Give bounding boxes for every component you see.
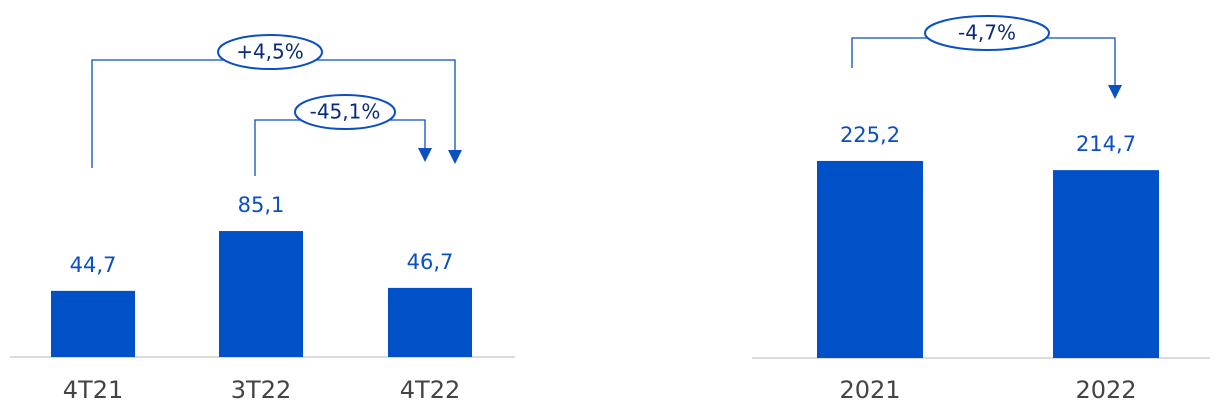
annotation: -4,7%: [958, 21, 1016, 45]
bar: [388, 287, 472, 357]
x-tick-label: 2021: [839, 376, 900, 404]
arrow: [1108, 85, 1122, 99]
x-tick-label: 2022: [1075, 376, 1136, 404]
bar: [219, 231, 303, 357]
bracket: [91, 59, 456, 168]
arrow: [448, 150, 462, 164]
annotation-bubble: [924, 15, 1050, 51]
value-label: 214,7: [1076, 132, 1136, 156]
arrow: [418, 148, 432, 162]
bar: [51, 290, 135, 357]
value-label: 44,7: [70, 253, 117, 277]
value-label: 225,2: [840, 123, 900, 147]
value-label: 46,7: [407, 250, 454, 274]
annotation: -45,1%: [310, 100, 381, 124]
x-tick-label: 4T22: [400, 376, 460, 404]
annotation-bubble: [217, 34, 323, 70]
annotation-bubble: [294, 94, 396, 130]
x-tick-label: 3T22: [231, 376, 291, 404]
x-tick-label: 4T21: [63, 376, 123, 404]
annotation: +4,5%: [236, 40, 304, 64]
value-label: 85,1: [238, 193, 285, 217]
bar: [1053, 170, 1159, 358]
bar: [817, 160, 923, 358]
annotations: +4,5% -45,1% -4,7%: [91, 15, 1122, 176]
